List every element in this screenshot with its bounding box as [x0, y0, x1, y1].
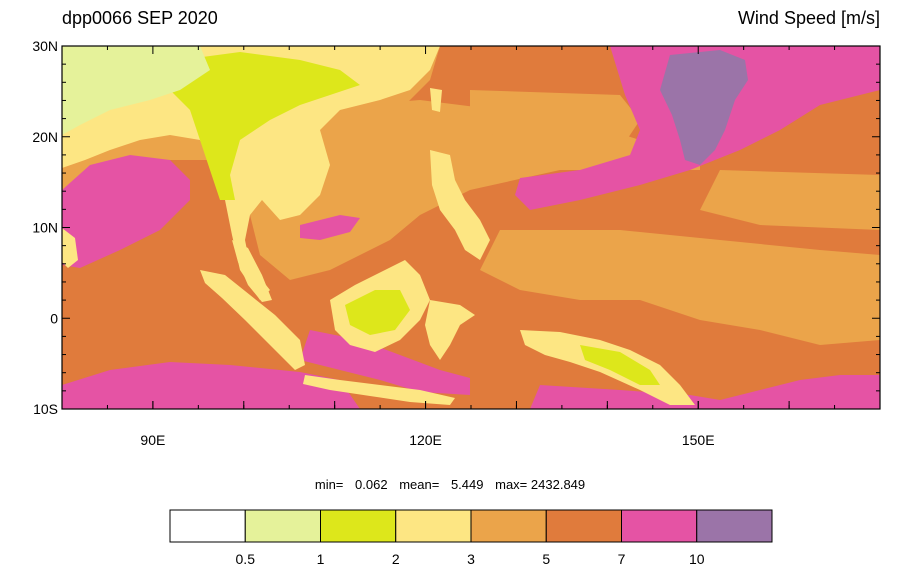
colorbar-swatch	[321, 510, 396, 542]
colorbar-label: 10	[689, 551, 705, 567]
colorbar-swatch	[245, 510, 320, 542]
lat-label: 10S	[33, 401, 58, 417]
title-left: dpp0066 SEP 2020	[62, 8, 218, 28]
lon-label: 150E	[682, 432, 715, 448]
colorbar-label: 5	[542, 551, 550, 567]
colorbar-swatch	[471, 510, 546, 542]
lat-label: 20N	[32, 129, 58, 145]
colorbar-label: 1	[317, 551, 325, 567]
colorbar-label: 0.5	[236, 551, 256, 567]
lon-label: 120E	[409, 432, 442, 448]
colorbar-swatch	[546, 510, 621, 542]
colorbar-swatch	[697, 510, 772, 542]
stats-min-label: min=	[315, 477, 344, 492]
lon-label: 90E	[140, 432, 165, 448]
stats-line: min= 0.062 mean= 5.449 max= 2432.849	[315, 477, 585, 492]
stats-max-label: max=	[495, 477, 527, 492]
colorbar-label: 7	[618, 551, 626, 567]
longitude-labels: 90E 120E 150E	[140, 432, 714, 448]
colorbar-swatch	[622, 510, 697, 542]
colorbar-swatch	[396, 510, 471, 542]
colorbar-label: 3	[467, 551, 475, 567]
lat-label: 10N	[32, 220, 58, 236]
stats-mean-value: 5.449	[451, 477, 484, 492]
colorbar-label: 2	[392, 551, 400, 567]
stats-min-value: 0.062	[355, 477, 388, 492]
lat-label: 30N	[32, 38, 58, 54]
title-right: Wind Speed [m/s]	[738, 8, 880, 28]
latitude-labels: 30N 20N 10N 0 10S	[32, 38, 58, 417]
colorbar: 0.5 1 2 3 5 7 10	[170, 510, 772, 567]
stats-max-value: 2432.849	[531, 477, 585, 492]
colorbar-swatch	[170, 510, 245, 542]
map-panel: 30N 20N 10N 0 10S 90E 120E 150E	[32, 38, 880, 448]
stats-mean-label: mean=	[399, 477, 439, 492]
lat-label: 0	[50, 310, 58, 326]
